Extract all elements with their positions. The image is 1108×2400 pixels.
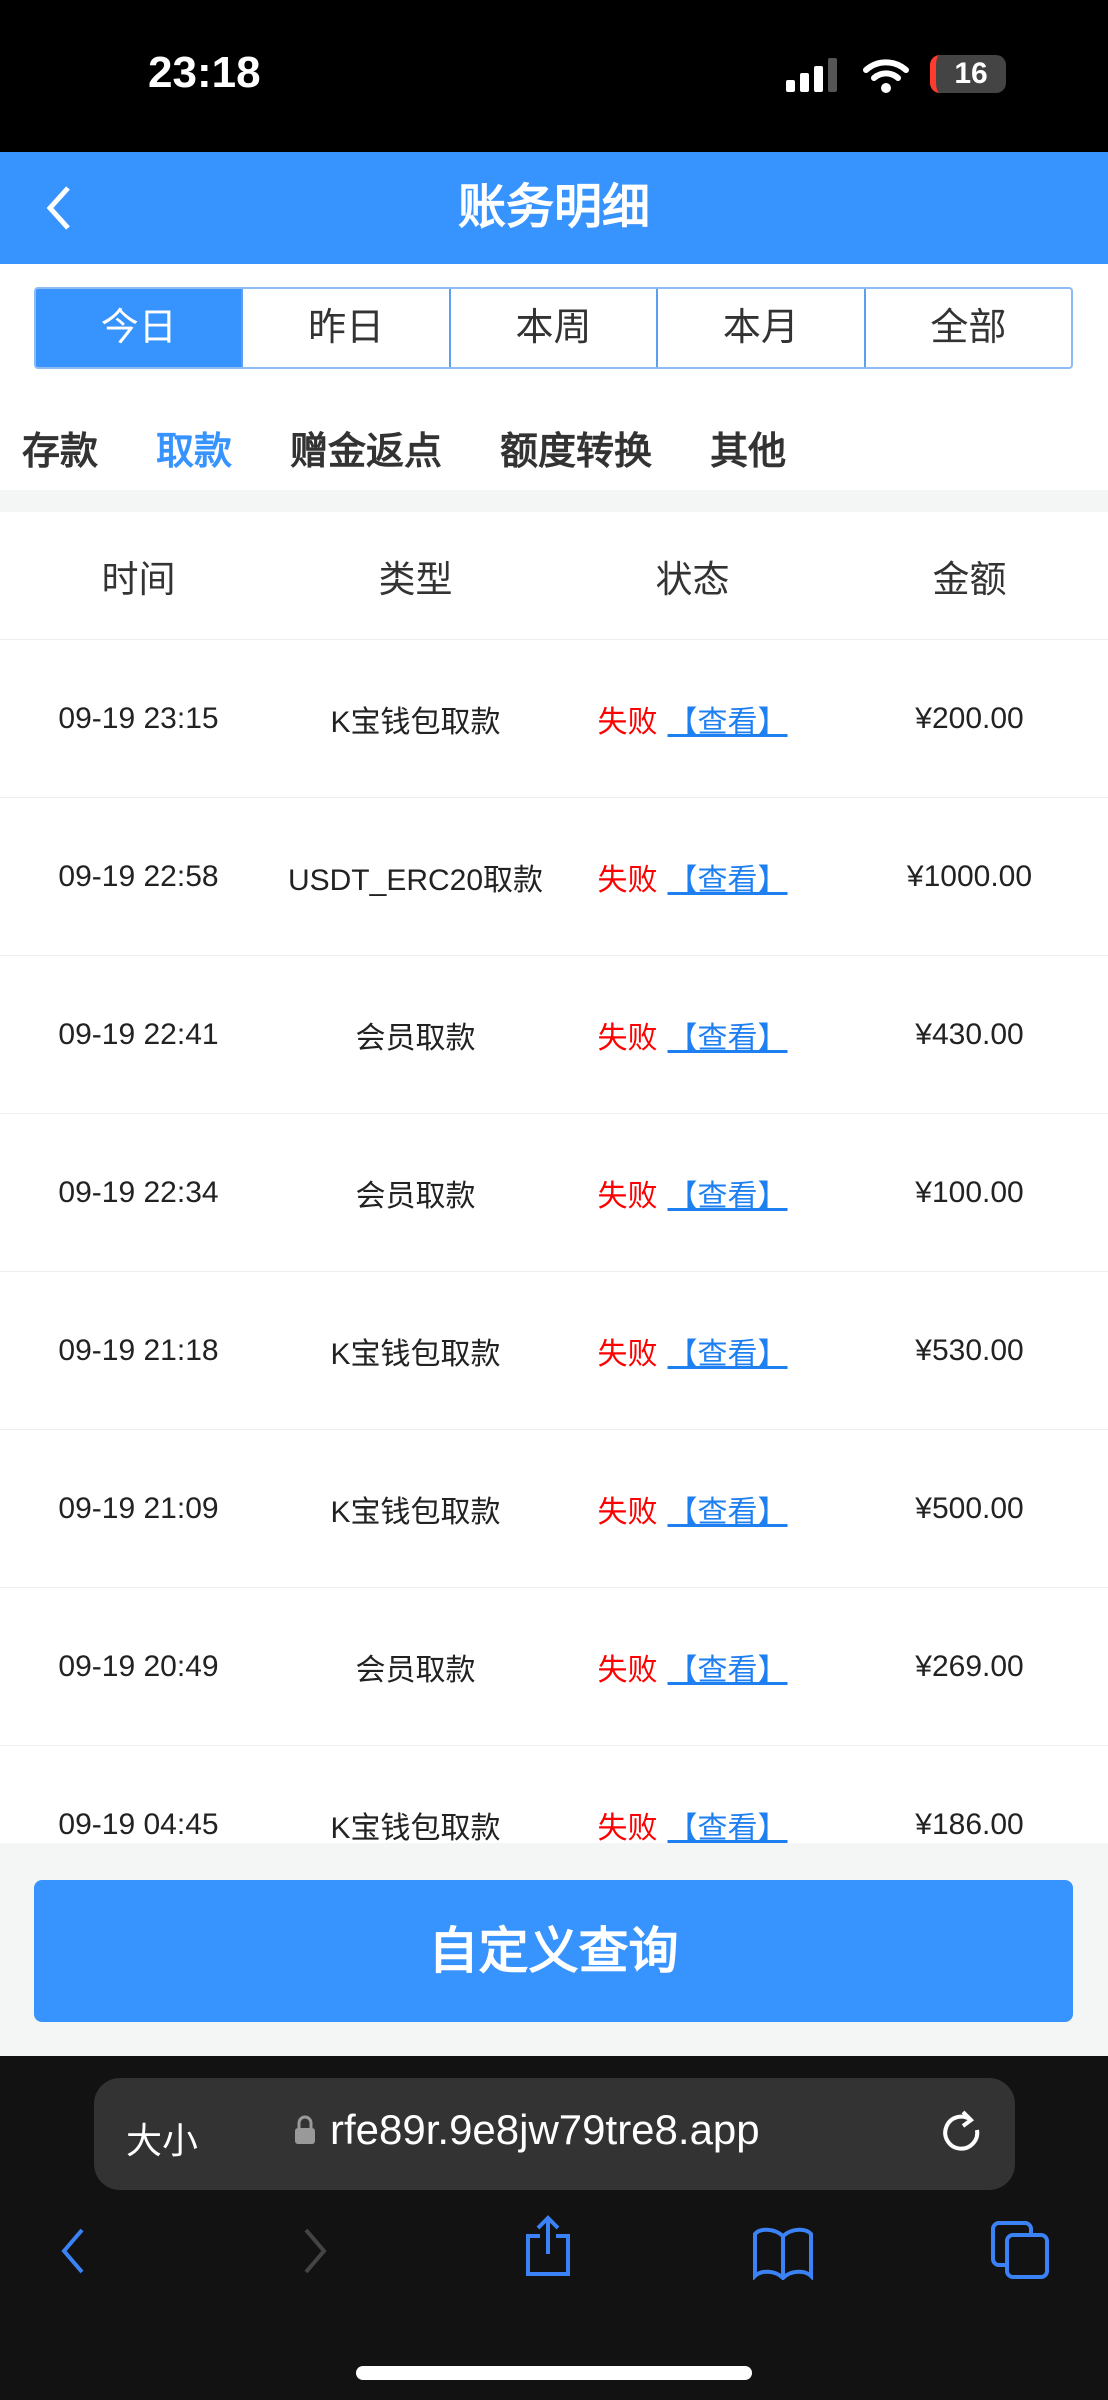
page-title: 账务明细: [457, 181, 650, 234]
view-link[interactable]: 【查看】: [667, 1811, 788, 1844]
tab-today[interactable]: 今日: [36, 289, 242, 367]
row-amount: ¥269.00: [915, 1649, 1024, 1683]
browser-forward-icon[interactable]: [300, 2226, 330, 2281]
column-header: 类型: [378, 558, 453, 600]
tab-all[interactable]: 全部: [863, 289, 1071, 367]
share-icon[interactable]: [522, 2214, 574, 2283]
table-row: 09-19 22:58 USDT_ERC20取款 失败 【查看】 ¥1000.00: [0, 798, 1108, 956]
row-amount: ¥500.00: [915, 1491, 1024, 1525]
tab-transfer[interactable]: 额度转换: [500, 431, 653, 473]
row-amount: ¥430.00: [915, 1017, 1024, 1051]
column-header: 金额: [932, 558, 1007, 600]
row-type: 会员取款: [355, 1179, 476, 1213]
tab-this-month[interactable]: 本月: [656, 289, 863, 367]
row-time: 09-19 21:18: [58, 1333, 219, 1367]
row-time: 09-19 04:45: [58, 1807, 219, 1841]
table-header: 时间 类型 状态 金额: [0, 512, 1108, 640]
url-text: rfe89r.9e8jw79tre8.app: [330, 2106, 760, 2153]
browser-toolbar: 大小 rfe89r.9e8jw79tre8.app: [0, 2056, 1108, 2400]
row-time: 09-19 23:15: [58, 701, 219, 735]
status-badge: 失败: [597, 1653, 658, 1687]
table-row: 09-19 20:49 会员取款 失败 【查看】 ¥269.00: [0, 1588, 1108, 1746]
address-bar[interactable]: 大小 rfe89r.9e8jw79tre8.app: [94, 2078, 1015, 2190]
table-row: 09-19 22:41 会员取款 失败 【查看】 ¥430.00: [0, 956, 1108, 1114]
tab-yesterday[interactable]: 昨日: [241, 289, 448, 367]
row-type: K宝钱包取款: [330, 1811, 501, 1844]
signal-icon: [786, 58, 837, 92]
row-amount: ¥186.00: [915, 1807, 1024, 1841]
view-link[interactable]: 【查看】: [667, 863, 788, 897]
view-link[interactable]: 【查看】: [667, 705, 788, 739]
row-type: K宝钱包取款: [330, 705, 501, 739]
view-link[interactable]: 【查看】: [667, 1021, 788, 1055]
table-row: 09-19 21:18 K宝钱包取款 失败 【查看】 ¥530.00: [0, 1272, 1108, 1430]
text-size-button[interactable]: 大小: [126, 2120, 199, 2161]
tab-bonus-rebate[interactable]: 赠金返点: [290, 431, 443, 473]
table-row: 09-19 22:34 会员取款 失败 【查看】 ¥100.00: [0, 1114, 1108, 1272]
home-indicator: [356, 2366, 752, 2380]
view-link[interactable]: 【查看】: [667, 1179, 788, 1213]
transactions-table: 时间 类型 状态 金额 09-19 23:15 K宝钱包取款 失败 【查看】 ¥2…: [0, 512, 1108, 1843]
category-tabs: 存款 取款 赠金返点 额度转换 其他: [22, 420, 786, 475]
status-badge: 失败: [597, 863, 658, 897]
row-amount: ¥100.00: [915, 1175, 1024, 1209]
row-amount: ¥1000.00: [906, 859, 1033, 893]
column-header: 状态: [655, 558, 730, 600]
row-time: 09-19 22:41: [58, 1017, 219, 1051]
row-time: 09-19 20:49: [58, 1649, 219, 1683]
bookmarks-icon[interactable]: [752, 2226, 814, 2285]
column-header: 时间: [101, 558, 176, 600]
tab-withdraw[interactable]: 取款: [156, 431, 233, 473]
row-type: 会员取款: [355, 1021, 476, 1055]
status-badge: 失败: [597, 1811, 658, 1844]
table-row: 09-19 04:45 K宝钱包取款 失败 【查看】 ¥186.00: [0, 1746, 1108, 1844]
row-type: USDT_ERC20取款: [287, 863, 544, 897]
row-time: 09-19 22:58: [58, 859, 219, 893]
row-amount: ¥530.00: [915, 1333, 1024, 1367]
status-bar: 23:18 16: [0, 0, 1108, 152]
view-link[interactable]: 【查看】: [667, 1495, 788, 1529]
wifi-icon: [863, 59, 909, 93]
view-link[interactable]: 【查看】: [667, 1337, 788, 1371]
status-badge: 失败: [597, 705, 658, 739]
row-time: 09-19 21:09: [58, 1491, 219, 1525]
table-row: 09-19 23:15 K宝钱包取款 失败 【查看】 ¥200.00: [0, 640, 1108, 798]
lock-icon: [295, 2115, 315, 2144]
status-badge: 失败: [597, 1495, 658, 1529]
status-time: 23:18: [148, 48, 261, 97]
row-time: 09-19 22:34: [58, 1175, 219, 1209]
battery-icon: 16: [930, 55, 1006, 93]
row-type: K宝钱包取款: [330, 1495, 501, 1529]
page-header: 账务明细: [0, 152, 1108, 264]
row-type: 会员取款: [355, 1653, 476, 1687]
table-row: 09-19 21:09 K宝钱包取款 失败 【查看】 ¥500.00: [0, 1430, 1108, 1588]
reload-icon[interactable]: [941, 2108, 985, 2158]
period-tabs: 今日 昨日 本周 本月 全部: [34, 287, 1073, 369]
row-amount: ¥200.00: [915, 701, 1024, 735]
back-icon[interactable]: [40, 180, 76, 236]
custom-query-button[interactable]: 自定义查询: [34, 1880, 1073, 2022]
tab-deposit[interactable]: 存款: [22, 431, 99, 473]
status-badge: 失败: [597, 1337, 658, 1371]
browser-back-icon[interactable]: [58, 2226, 88, 2281]
tabs-icon[interactable]: [990, 2220, 1050, 2285]
view-link[interactable]: 【查看】: [667, 1653, 788, 1687]
tab-other[interactable]: 其他: [710, 431, 787, 473]
row-type: K宝钱包取款: [330, 1337, 501, 1371]
status-badge: 失败: [597, 1021, 658, 1055]
status-badge: 失败: [597, 1179, 658, 1213]
tab-this-week[interactable]: 本周: [448, 289, 656, 367]
